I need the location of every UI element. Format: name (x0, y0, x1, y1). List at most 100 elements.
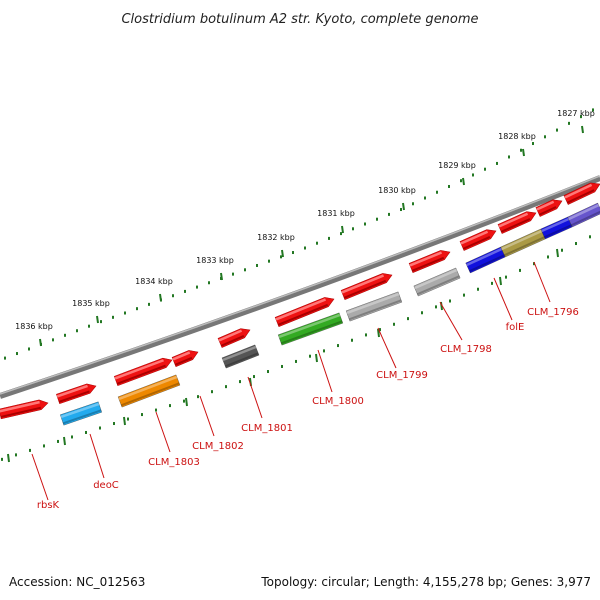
inner-minor-tick (211, 390, 213, 394)
outer-major-tick (402, 202, 405, 211)
outer-minor-tick (232, 272, 234, 276)
outer-minor-tick (328, 236, 330, 240)
outer-minor-tick (592, 108, 594, 112)
inner-minor-tick (281, 364, 283, 368)
outer-minor-tick (208, 281, 210, 285)
accession-text: Accession: NC_012563 (9, 575, 145, 589)
outer-minor-tick (136, 307, 138, 311)
outer-minor-tick (316, 241, 318, 245)
outer-minor-tick (496, 161, 498, 165)
inner-minor-tick (407, 317, 409, 321)
outer-minor-tick (352, 227, 354, 231)
inner-minor-tick (1, 457, 3, 461)
forward-gene-arrow (340, 273, 393, 300)
tick-label: 1832 kbp (257, 233, 295, 242)
inner-minor-tick (379, 328, 381, 332)
inner-minor-tick (547, 255, 549, 259)
inner-minor-tick (183, 399, 185, 403)
outer-minor-tick (364, 222, 366, 226)
outer-minor-tick (4, 356, 6, 360)
backbone-highlight (0, 175, 600, 395)
inner-minor-tick (141, 413, 143, 417)
reverse-gene-block (465, 246, 506, 274)
leader-line (533, 261, 551, 303)
inner-major-tick (63, 436, 66, 446)
inner-minor-tick (225, 385, 227, 389)
inner-minor-tick (365, 333, 367, 337)
tick-label: 1831 kbp (317, 209, 355, 218)
inner-minor-tick (589, 235, 591, 239)
outer-minor-tick (148, 302, 150, 306)
gene-label: CLM_1801 (241, 423, 293, 434)
topology-text: Topology: circular; Length: 4,155,278 bp… (260, 575, 591, 589)
outer-minor-tick (424, 196, 426, 200)
outer-minor-tick (400, 208, 402, 212)
outer-minor-tick (280, 255, 282, 259)
inner-minor-tick (29, 448, 31, 452)
inner-minor-tick (71, 435, 73, 439)
inner-minor-tick (337, 344, 339, 348)
forward-gene-arrow (274, 297, 335, 327)
inner-minor-tick (561, 248, 563, 252)
tick-label: 1828 kbp (498, 132, 536, 141)
forward-gene-arrow (459, 229, 497, 251)
outer-minor-tick (484, 167, 486, 171)
backbone-arc (0, 175, 600, 399)
tick-label-group: 1827 kbp 1828 kbp 1829 kbp 1830 kbp 1831 kbp… (15, 109, 595, 331)
leader-line (31, 453, 49, 501)
outer-minor-tick (76, 329, 78, 333)
reverse-strand-genes (60, 202, 600, 426)
outer-minor-tick (100, 320, 102, 324)
inner-major-tick (556, 248, 559, 258)
inner-major-tick (123, 416, 126, 426)
tick-label: 1829 kbp (438, 161, 476, 170)
inner-minor-tick (463, 293, 465, 297)
tick-label: 1836 kbp (15, 322, 53, 331)
inner-minor-tick (267, 370, 269, 374)
gene-label: CLM_1803 (148, 457, 200, 468)
forward-strand-genes (0, 182, 600, 420)
tick-label: 1835 kbp (72, 299, 110, 308)
outer-major-tick (522, 148, 525, 157)
gene-label: CLM_1799 (376, 370, 428, 381)
leader-line (493, 277, 513, 321)
inner-minor-tick (449, 299, 451, 303)
forward-gene-arrow (408, 250, 451, 273)
inner-major-tick (377, 328, 380, 338)
forward-gene-arrow (171, 350, 199, 367)
outer-minor-tick (52, 338, 54, 342)
reverse-gene-block (567, 202, 600, 228)
inner-minor-tick (309, 354, 311, 358)
outer-minor-tick (376, 217, 378, 221)
outer-minor-tick (292, 251, 294, 255)
inner-tick-ring (1, 235, 591, 463)
gene-label: CLM_1796 (527, 307, 579, 318)
inner-minor-tick (351, 338, 353, 342)
outer-minor-tick (508, 155, 510, 159)
outer-tick-ring (4, 108, 594, 360)
outer-minor-tick (256, 263, 258, 267)
outer-minor-tick (544, 135, 546, 139)
outer-major-tick (220, 272, 223, 281)
inner-minor-tick (505, 275, 507, 279)
inner-minor-tick (99, 426, 101, 430)
outer-minor-tick (436, 190, 438, 194)
leader-line (155, 411, 171, 453)
forward-gene-arrow (497, 211, 537, 234)
outer-minor-tick (196, 285, 198, 289)
inner-minor-tick (491, 281, 493, 285)
leader-line (317, 349, 333, 393)
outer-minor-tick (304, 246, 306, 250)
forward-gene-arrow (217, 328, 251, 348)
inner-minor-tick (533, 262, 535, 266)
forward-gene-arrow (563, 182, 600, 205)
outer-minor-tick (412, 202, 414, 206)
gene-label: CLM_1800 (312, 396, 364, 407)
reverse-gene-block (117, 374, 181, 408)
inner-minor-tick (519, 268, 521, 272)
inner-minor-tick (575, 242, 577, 246)
inner-major-tick (7, 453, 10, 463)
outer-major-tick (159, 293, 162, 302)
inner-minor-tick (477, 287, 479, 291)
